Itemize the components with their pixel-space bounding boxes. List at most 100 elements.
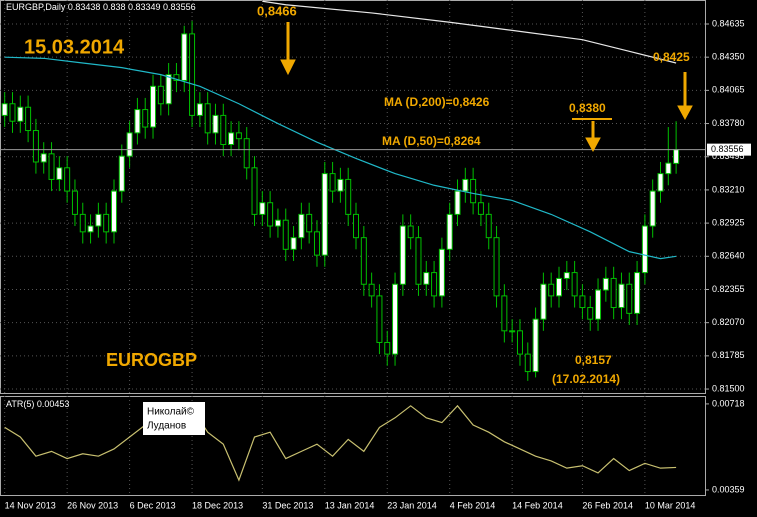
candle-body [32,130,39,163]
arrows [280,22,693,153]
annotation: 0,8157 [575,353,612,367]
candle-body [103,213,110,233]
candle-body [470,178,477,204]
y-tick-label: 0.81500 [712,383,745,393]
candle-body [71,190,78,215]
symbol: EURGBP,Daily [6,2,66,12]
annotation: 0,8425 [653,50,690,64]
candle-body [407,225,414,239]
current-price-label: 0.83556 [711,144,744,154]
candle-body [228,132,235,146]
candle-body [431,272,438,297]
candle-body [313,231,320,256]
candle-body [438,248,445,297]
candle-body [95,213,102,227]
candle-body [345,178,352,215]
x-tick-label: 18 Dec 2013 [192,500,243,510]
candle-body [353,213,360,239]
candle-body [157,85,164,105]
candle-body [579,295,586,309]
main-plot [0,0,705,393]
candle-body [235,132,242,140]
candle-body [634,272,641,314]
x-tick-label: 14 Feb 2014 [512,500,563,510]
candle-body [126,132,133,157]
candle-body [485,213,492,239]
candle-body [360,237,367,285]
y-tick-label: 0.00718 [712,398,745,408]
candle-body [64,167,71,192]
candle-body [87,225,94,233]
atr-current: 0.00453 [37,399,70,409]
candle-body [48,153,55,180]
annotation: 0,8380 [569,101,606,115]
atr-plot [4,396,677,495]
y-tick-label: 0.00359 [712,484,745,494]
candle-body [618,283,625,309]
copyright-box [143,402,205,435]
candle-body [626,283,633,314]
candle-body [454,190,461,215]
atr-title: ATR(5) [6,399,34,409]
annotation: 15.03.2014 [24,36,125,58]
y-tick-label: 0.82070 [712,317,745,327]
candle-body [25,106,32,132]
candle-body [641,225,648,274]
symbol-header: EURGBP,Daily 0.83438 0.838 0.83349 0.835… [6,2,196,12]
annotation: MA (D,50)=0,8264 [382,134,481,148]
candle-body [540,283,547,320]
candle-body [189,33,196,116]
annotation: (17.02.2014) [552,372,620,386]
candle-body [556,277,563,297]
candle-body [220,114,227,146]
candle-body [595,289,602,320]
candle-body [587,307,594,320]
candle-body [477,202,484,215]
candle-body [337,178,344,192]
atr-header: ATR(5) 0.00453 [6,399,69,409]
y-tick-label: 0.82355 [712,284,745,294]
header-close: 0.83556 [163,2,196,12]
y-tick-label: 0.84350 [712,52,745,62]
candle-body [17,106,24,122]
candle-body [150,85,157,128]
candle-body [657,173,664,192]
y-tick-label: 0.84635 [712,18,745,28]
candle-body [423,272,430,285]
candle-body [142,109,149,128]
candle-body [368,283,375,297]
candle-body [282,219,289,250]
candle-body [181,33,188,81]
candle-body [509,330,516,333]
candle-body [376,295,383,343]
atr-panel-frame [0,396,706,496]
candle-body [673,149,680,164]
candle-body [548,283,555,297]
atr-line [4,404,677,482]
candle-body [173,74,180,81]
copyright-line: Луданов [147,421,186,432]
current-price-tag [707,143,751,156]
candle-body [602,277,609,291]
y-tick-label: 0.82640 [712,251,745,261]
candle-body [563,272,570,279]
y-tick-label: 0.84065 [712,85,745,95]
candle-body [610,277,617,309]
candle-body [298,213,305,239]
candle-body [665,162,672,175]
x-tick-label: 6 Dec 2013 [130,500,176,510]
copyright-line: Николай© [147,407,195,418]
x-tick-label: 10 Mar 2014 [645,500,696,510]
candle-body [212,114,219,134]
candle-body [251,167,258,215]
y-tick-label: 0.83495 [712,151,745,161]
x-tick-label: 13 Jan 2014 [325,500,375,510]
candle-body [267,202,274,227]
x-tick-label: 23 Jan 2014 [387,500,437,510]
main-panel-frame [0,0,706,394]
candle-body [56,167,63,180]
x-tick-label: 26 Nov 2013 [67,500,118,510]
candle-body [532,318,539,373]
